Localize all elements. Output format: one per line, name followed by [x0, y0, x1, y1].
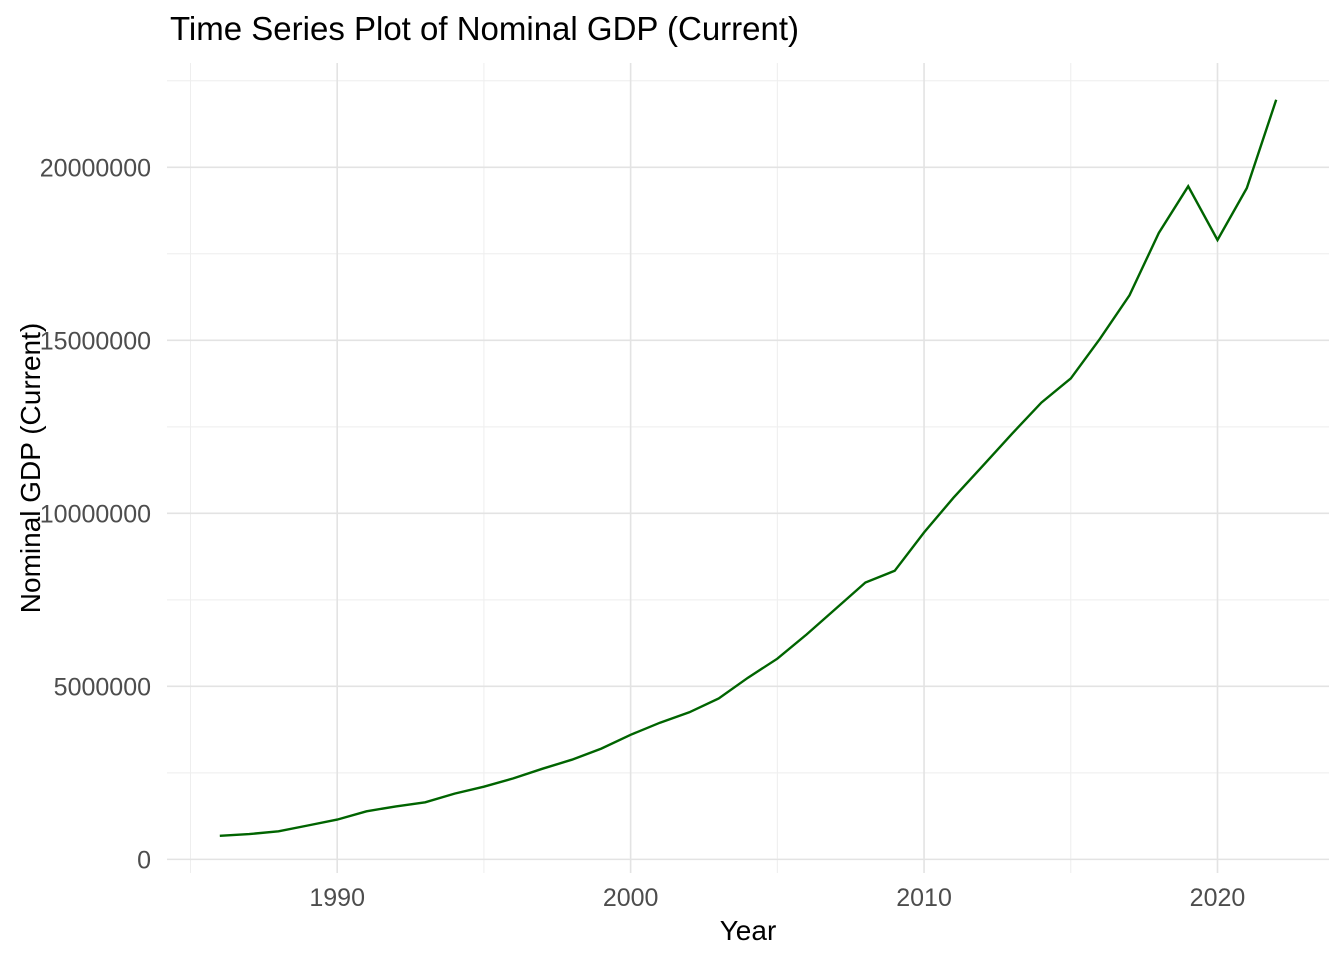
chart-title: Time Series Plot of Nominal GDP (Current…: [170, 10, 799, 47]
x-axis-title: Year: [720, 915, 777, 946]
y-tick-label: 5000000: [54, 673, 151, 701]
y-tick-label: 20000000: [40, 154, 151, 182]
x-tick-label: 2020: [1190, 884, 1246, 912]
x-tick-label: 2010: [896, 884, 952, 912]
x-tick-label: 1990: [309, 884, 365, 912]
y-tick-label: 0: [137, 846, 151, 874]
x-axis-tick-labels: 1990 2000 2010 2020: [309, 884, 1245, 912]
y-axis-title: Nominal GDP (Current): [15, 323, 46, 613]
minor-gridlines: [167, 63, 1329, 873]
gdp-line-series: [219, 99, 1278, 837]
y-tick-label: 15000000: [40, 327, 151, 355]
x-tick-label: 2000: [603, 884, 659, 912]
major-gridlines: [167, 63, 1329, 873]
y-axis-tick-labels: 0 5000000 10000000 15000000 20000000: [40, 154, 151, 874]
y-tick-label: 10000000: [40, 500, 151, 528]
